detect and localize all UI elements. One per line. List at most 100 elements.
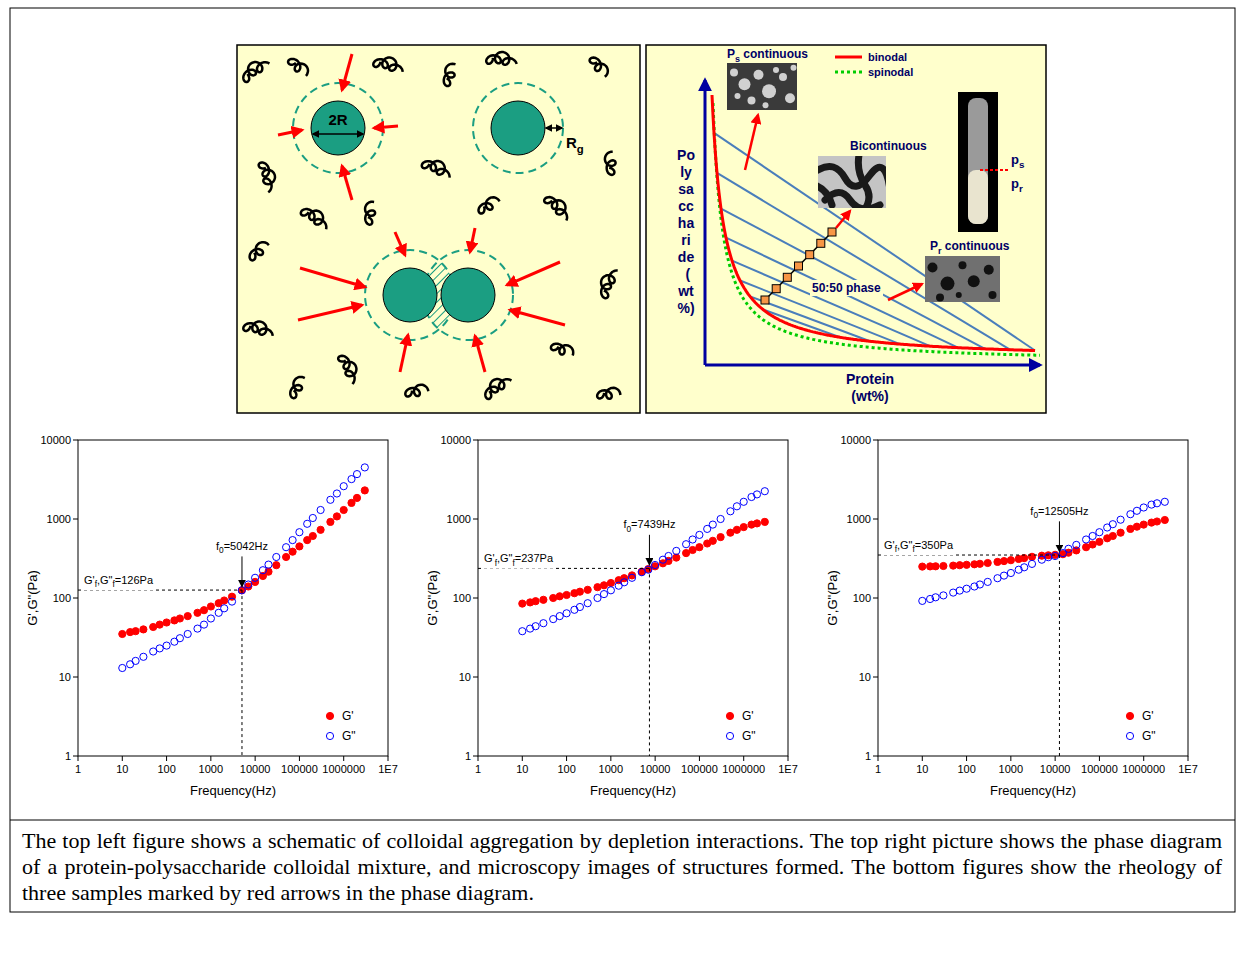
x-tick — [255, 756, 256, 761]
text-part: Bicontinuous — [850, 139, 927, 153]
data-point — [717, 515, 724, 522]
y-axis-title: G',G"(Pa) — [425, 570, 440, 626]
tie-line — [763, 310, 840, 338]
y-tick — [873, 440, 878, 441]
x-axis-title: Frequency(Hz) — [190, 783, 276, 798]
text-part: =237Pa — [515, 552, 554, 564]
x-tick — [210, 756, 211, 761]
pressure-arrow — [395, 232, 405, 255]
polymer-coil — [597, 388, 620, 399]
data-point — [607, 587, 614, 594]
x-tick — [788, 756, 789, 761]
pressure-arrow — [298, 305, 362, 320]
data-point — [289, 548, 296, 555]
data-point — [1021, 564, 1028, 571]
data-point — [1028, 560, 1035, 567]
y-tick-label: 1 — [65, 750, 71, 762]
text-part: ,G" — [497, 552, 513, 564]
caption: The top left figure shows a schematic of… — [22, 828, 1222, 906]
text-part: G' — [84, 574, 95, 586]
label-background — [621, 517, 677, 534]
y-tick-label: 1000 — [47, 513, 71, 525]
data-point — [176, 635, 183, 642]
label-background — [1028, 504, 1090, 521]
data-point — [696, 544, 703, 551]
label-background — [482, 551, 556, 568]
colloid — [491, 101, 545, 155]
panel — [646, 45, 1046, 413]
x-tick-label: 100 — [957, 763, 975, 775]
data-point — [1161, 516, 1168, 523]
y-tick-label: 1 — [865, 750, 871, 762]
legend-marker — [1126, 732, 1133, 739]
caption-separator — [10, 820, 1235, 821]
data-point — [1000, 558, 1007, 565]
region-label: Ps continuous — [727, 47, 808, 64]
hole — [959, 261, 967, 269]
data-point — [673, 547, 680, 554]
data-point — [733, 526, 740, 533]
data-layer — [919, 498, 1169, 604]
label-background — [82, 573, 156, 590]
x-tick — [1188, 756, 1189, 761]
y-tick — [73, 598, 78, 599]
data-point — [1117, 529, 1124, 536]
x-tick — [1010, 756, 1011, 761]
data-point — [265, 561, 272, 568]
composition-point — [828, 228, 836, 236]
data-point — [628, 574, 635, 581]
polymer-coil — [544, 197, 567, 220]
hole — [956, 292, 962, 298]
text-part: p — [1011, 152, 1019, 167]
legend-label: G" — [342, 729, 356, 743]
text-part: continuous — [942, 239, 1010, 253]
sample-arrow — [888, 284, 922, 300]
data-point — [156, 645, 163, 652]
pressure-arrow — [374, 126, 398, 128]
data-point — [1109, 532, 1116, 539]
data-point — [519, 628, 526, 635]
x-tick-label: 1000000 — [1122, 763, 1165, 775]
data-point — [273, 553, 280, 560]
pressure-arrow — [400, 335, 408, 372]
tube-label: pr — [1011, 176, 1023, 194]
x-tick — [1143, 756, 1144, 761]
y-tick-label: 1 — [465, 750, 471, 762]
x-tick-label: 1E7 — [778, 763, 798, 775]
chart: 11010010001000010000010000001E7110100100… — [425, 434, 798, 798]
subscript: r — [1019, 183, 1023, 194]
data-point — [1117, 516, 1124, 523]
text-part: =126Pa — [115, 574, 154, 586]
schematic: 2RRg — [237, 45, 640, 413]
x-tick-label: 1000000 — [322, 763, 365, 775]
data-point — [1096, 538, 1103, 545]
data-point — [132, 657, 139, 664]
y-tick — [473, 598, 478, 599]
y-tick — [73, 756, 78, 757]
data-point — [1052, 552, 1059, 559]
data-point — [163, 642, 170, 649]
data-point — [717, 534, 724, 541]
data-point — [221, 605, 228, 612]
legend-label: G' — [1142, 709, 1154, 723]
hole — [989, 291, 997, 299]
x-tick — [78, 756, 79, 761]
y-axis-title-line: ( — [682, 266, 691, 282]
data-point — [207, 603, 214, 610]
data-point — [273, 562, 280, 569]
text-part: G' — [884, 539, 895, 551]
y-tick-label: 1000 — [847, 513, 871, 525]
x-tick — [966, 756, 967, 761]
data-point — [976, 581, 983, 588]
panel — [237, 45, 640, 413]
data-point — [761, 488, 768, 495]
data-point — [194, 625, 201, 632]
data-point — [584, 586, 591, 593]
data-point — [956, 562, 963, 569]
data-point — [696, 531, 703, 538]
droplet — [791, 65, 797, 71]
interface-line — [980, 169, 1008, 171]
crossover-vline — [241, 590, 242, 756]
text-part: P — [727, 47, 735, 61]
data-point — [163, 619, 170, 626]
